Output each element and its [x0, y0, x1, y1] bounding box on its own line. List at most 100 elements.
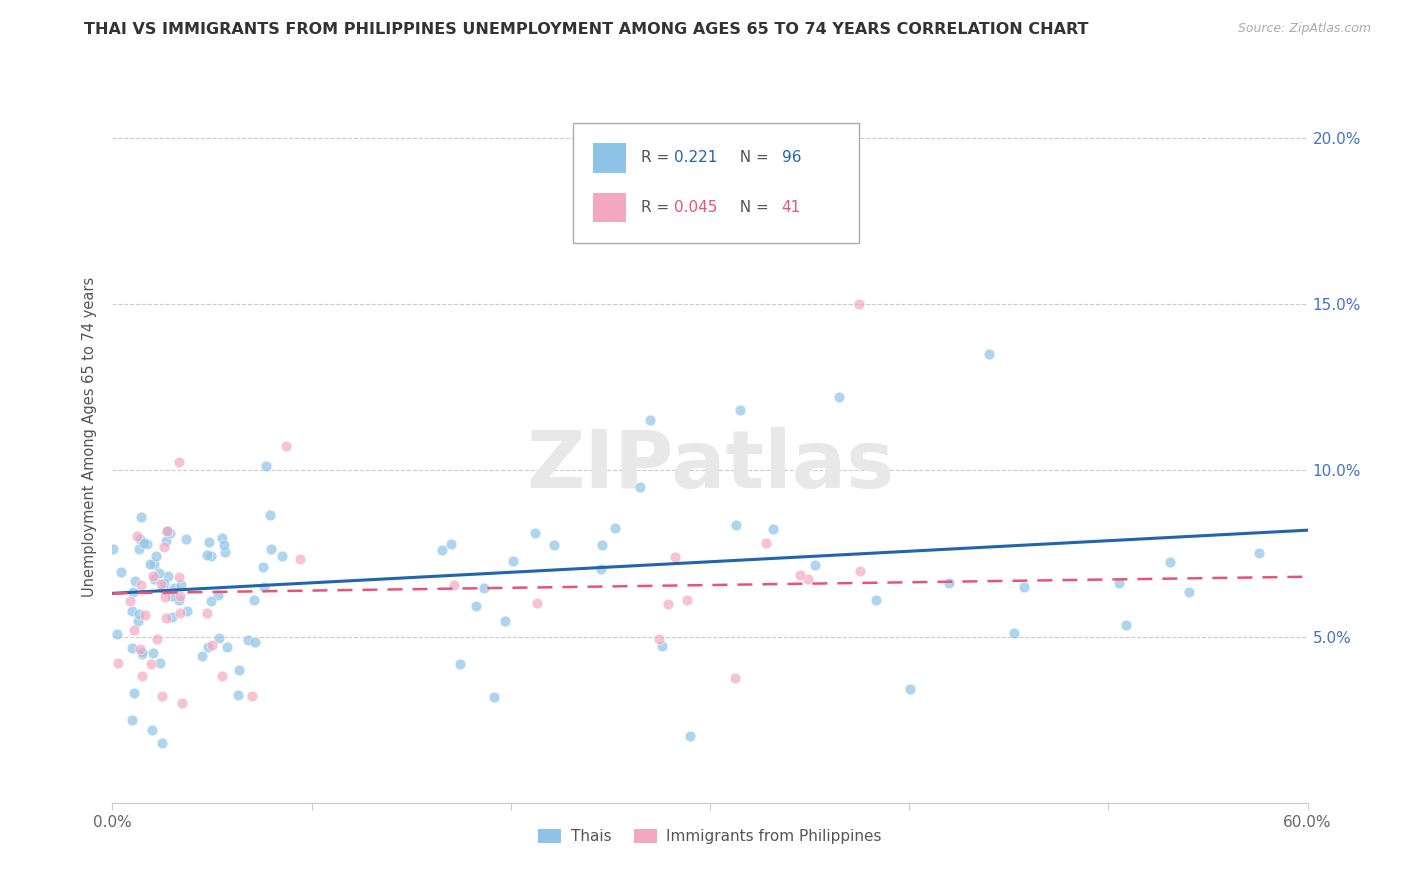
- Point: [208, 632, 231, 646]
- Point: [150, 736, 173, 750]
- Point: [523, 526, 546, 541]
- Point: [195, 549, 218, 563]
- Point: [145, 632, 167, 646]
- Point: [128, 541, 150, 556]
- Text: N =: N =: [730, 151, 773, 165]
- Point: [679, 729, 702, 743]
- Point: [723, 671, 745, 685]
- Text: R =: R =: [641, 151, 673, 165]
- Point: [789, 568, 811, 582]
- Point: [149, 657, 172, 671]
- Point: [259, 508, 281, 522]
- Point: [755, 536, 778, 550]
- Point: [271, 549, 294, 564]
- Point: [159, 525, 181, 540]
- Point: [228, 663, 250, 677]
- Point: [160, 610, 183, 624]
- Point: [898, 682, 921, 697]
- Point: [121, 713, 143, 727]
- Point: [443, 578, 465, 592]
- Point: [214, 545, 236, 559]
- Point: [121, 640, 143, 655]
- Point: [142, 557, 165, 571]
- Point: [150, 690, 173, 704]
- Point: [1108, 575, 1130, 590]
- Point: [142, 646, 165, 660]
- Point: [253, 580, 276, 594]
- Point: [131, 645, 153, 659]
- Point: [197, 640, 219, 654]
- Point: [129, 578, 152, 592]
- Point: [163, 581, 186, 595]
- Point: [124, 574, 146, 588]
- Point: [127, 529, 149, 543]
- Point: [236, 633, 259, 648]
- Point: [449, 657, 471, 672]
- Legend: Thais, Immigrants from Philippines: Thais, Immigrants from Philippines: [533, 822, 887, 850]
- Point: [200, 549, 222, 563]
- Point: [664, 549, 686, 564]
- Point: [157, 569, 180, 583]
- Point: [243, 592, 266, 607]
- Point: [226, 688, 249, 702]
- Point: [155, 524, 177, 539]
- Point: [804, 558, 827, 572]
- Point: [107, 656, 129, 670]
- Point: [938, 575, 960, 590]
- Point: [153, 540, 176, 554]
- Point: [131, 648, 153, 662]
- Point: [132, 535, 155, 549]
- Text: ZIPatlas: ZIPatlas: [526, 427, 894, 506]
- Point: [153, 590, 176, 604]
- Point: [101, 541, 124, 556]
- Text: 0.221: 0.221: [675, 151, 717, 165]
- Point: [122, 623, 145, 637]
- Point: [195, 607, 218, 621]
- Point: [122, 686, 145, 700]
- Point: [110, 565, 132, 579]
- Point: [142, 569, 165, 583]
- Point: [828, 390, 851, 404]
- FancyBboxPatch shape: [572, 122, 859, 244]
- Point: [484, 690, 506, 704]
- Point: [145, 549, 167, 563]
- Point: [651, 639, 673, 653]
- Point: [977, 347, 1000, 361]
- Point: [169, 455, 191, 469]
- Point: [657, 597, 679, 611]
- Point: [274, 439, 297, 453]
- Text: 41: 41: [782, 201, 801, 215]
- Point: [543, 539, 565, 553]
- Point: [136, 537, 159, 551]
- Point: [211, 669, 233, 683]
- Point: [591, 538, 613, 552]
- Point: [121, 604, 143, 618]
- Point: [122, 584, 145, 599]
- Point: [149, 577, 172, 591]
- Point: [432, 543, 454, 558]
- Y-axis label: Unemployment Among Ages 65 to 74 years: Unemployment Among Ages 65 to 74 years: [82, 277, 97, 598]
- Point: [647, 632, 669, 647]
- Text: 96: 96: [782, 151, 801, 165]
- Point: [288, 552, 311, 566]
- Point: [118, 594, 141, 608]
- Point: [134, 607, 156, 622]
- Point: [502, 554, 524, 568]
- Point: [796, 572, 818, 586]
- Point: [728, 403, 751, 417]
- Point: [243, 635, 266, 649]
- Point: [1159, 555, 1181, 569]
- Point: [169, 570, 191, 584]
- Point: [494, 614, 516, 628]
- Text: N =: N =: [730, 201, 773, 215]
- Point: [129, 510, 152, 524]
- Point: [630, 480, 652, 494]
- Point: [155, 533, 177, 548]
- Point: [217, 640, 239, 654]
- Point: [628, 187, 651, 202]
- Point: [1012, 581, 1035, 595]
- Point: [128, 642, 150, 657]
- Point: [167, 593, 190, 607]
- Point: [211, 531, 233, 545]
- Point: [105, 627, 128, 641]
